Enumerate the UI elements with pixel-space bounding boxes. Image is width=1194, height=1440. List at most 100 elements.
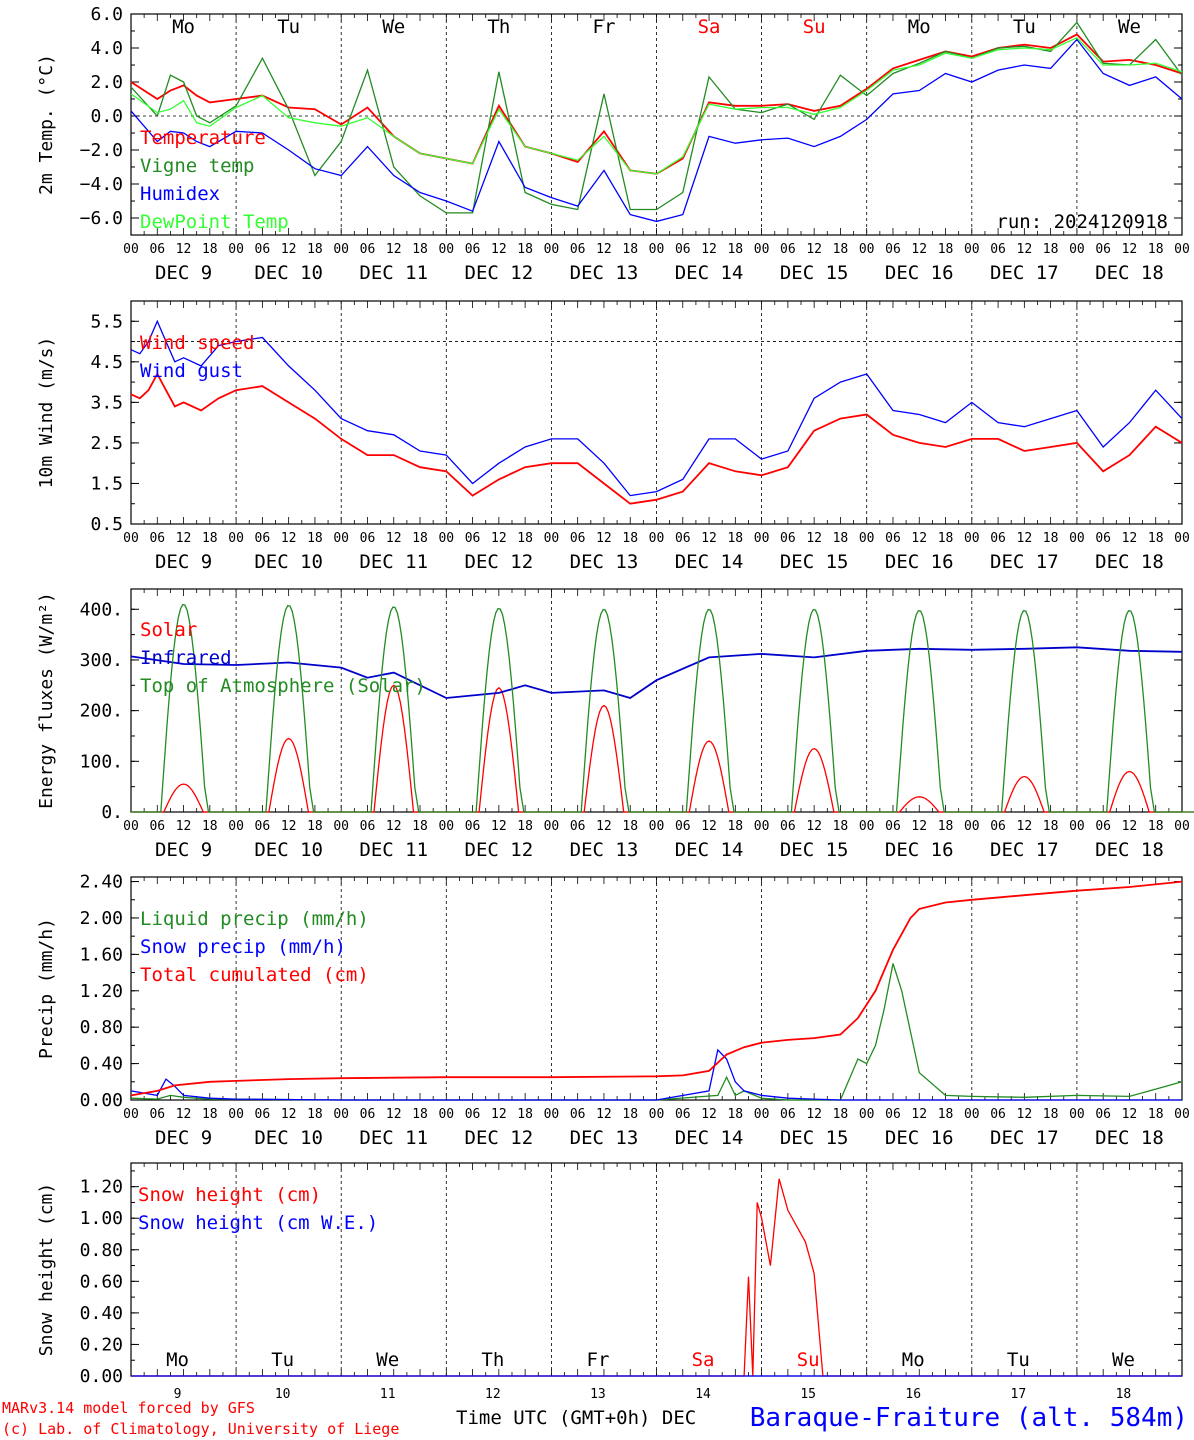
hour-label: 00: [228, 242, 244, 257]
hour-label: 06: [255, 531, 271, 546]
hour-label: 12: [911, 1107, 927, 1122]
hour-label: 00: [754, 819, 770, 834]
y-tick-label: 1.00: [80, 1208, 123, 1229]
date-label: DEC 14: [675, 1127, 744, 1149]
date-label: DEC 9: [155, 1127, 212, 1149]
series-line-total-cumulated-cm-: [130, 880, 1183, 1097]
hour-label: 12: [491, 531, 507, 546]
hour-label: 06: [780, 531, 796, 546]
day-number: 16: [905, 1387, 921, 1402]
hour-label: 06: [780, 1107, 796, 1122]
hour-label: 18: [1043, 1107, 1059, 1122]
hour-label: 06: [360, 531, 376, 546]
hour-label: 12: [281, 819, 297, 834]
y-tick-label: −2.0: [80, 140, 123, 161]
y-tick-label: 0.0: [90, 106, 123, 127]
hour-label: 18: [202, 242, 218, 257]
y-tick-label: 0.40: [80, 1303, 123, 1324]
date-label: DEC 12: [465, 551, 534, 573]
hour-label: 06: [675, 242, 691, 257]
date-label: DEC 13: [570, 1127, 639, 1149]
date-label: DEC 11: [359, 551, 428, 573]
date-label: DEC 10: [254, 551, 323, 573]
date-label: DEC 13: [570, 262, 639, 284]
hour-label: 06: [255, 242, 271, 257]
panel-1: 6.0 4.0 2.0 0.0 −2.0 −4.0 −6.0 2m Temp. (°C) 00 0…: [36, 4, 1190, 284]
day-number: 17: [1011, 1387, 1027, 1402]
hour-label: 18: [622, 1107, 638, 1122]
day-name-top: We: [1118, 16, 1141, 38]
hour-label: 18: [938, 819, 954, 834]
hour-label: 00: [1174, 242, 1190, 257]
hour-label: 06: [570, 819, 586, 834]
hour-label: 00: [438, 819, 454, 834]
series-line-vigne-temp: [130, 21, 1183, 214]
y-tick-label: 0.20: [80, 1334, 123, 1355]
date-label: DEC 10: [254, 262, 323, 284]
legend-vigne-temp: Vigne temp: [140, 155, 254, 177]
day-name-bottom: We: [1112, 1349, 1135, 1371]
panel-4: 2.40 2.00 1.60 1.20 0.80 0.40 0.00 Precip (mm/h…: [36, 872, 1190, 1149]
hour-label: 12: [386, 531, 402, 546]
y-tick-label: 5.5: [90, 311, 123, 332]
day-name-top: Tu: [277, 16, 300, 38]
day-number: 12: [485, 1387, 501, 1402]
y-tick-label: 1.20: [80, 981, 123, 1002]
day-name-bottom: Sa: [692, 1349, 715, 1371]
date-label: DEC 16: [885, 1127, 954, 1149]
y-axis-label: Precip (mm/h): [36, 918, 57, 1059]
hour-label: 06: [1095, 1107, 1111, 1122]
day-name-bottom: Fr: [587, 1349, 610, 1371]
hour-label: 06: [360, 819, 376, 834]
hour-label: 00: [333, 531, 349, 546]
credit-line-1: MARv3.14 model forced by GFS: [2, 1399, 255, 1417]
hour-label: 12: [176, 819, 192, 834]
series-line-humidex: [130, 38, 1183, 223]
hour-label: 00: [123, 242, 139, 257]
hour-label: 06: [360, 1107, 376, 1122]
y-tick-label: 100.: [80, 751, 123, 772]
date-label: DEC 18: [1095, 551, 1164, 573]
hour-label: 00: [228, 819, 244, 834]
hour-label: 06: [780, 242, 796, 257]
y-axis-label: Energy fluxes (W/m²): [36, 592, 57, 809]
hour-label: 06: [255, 819, 271, 834]
hour-label: 12: [281, 242, 297, 257]
y-tick-label: −6.0: [80, 208, 123, 229]
hour-label: 06: [885, 819, 901, 834]
day-name-bottom: We: [376, 1349, 399, 1371]
hour-label: 12: [701, 531, 717, 546]
hour-label: 12: [806, 1107, 822, 1122]
day-name-bottom: Tu: [271, 1349, 294, 1371]
hour-label: 00: [1174, 819, 1190, 834]
panel-frame: [130, 300, 1183, 525]
hour-label: 18: [622, 242, 638, 257]
hour-label: 06: [255, 1107, 271, 1122]
hour-label: 00: [228, 531, 244, 546]
day-name-top: We: [382, 16, 405, 38]
hour-label: 18: [1043, 531, 1059, 546]
hour-label: 18: [833, 819, 849, 834]
series-line-wind-speed: [130, 372, 1183, 505]
date-label: DEC 18: [1095, 1127, 1164, 1149]
hour-label: 18: [307, 242, 323, 257]
y-tick-label: 2.5: [90, 433, 123, 454]
date-label: DEC 10: [254, 1127, 323, 1149]
hour-label: 12: [806, 531, 822, 546]
hour-label: 00: [859, 819, 875, 834]
series-line-snow-precip-mm-h-: [130, 1048, 1182, 1101]
hour-label: 06: [990, 819, 1006, 834]
hour-label: 00: [1069, 531, 1085, 546]
y-axis-label: 10m Wind (m/s): [36, 337, 57, 489]
y-tick-label: 200.: [80, 701, 123, 722]
date-label: DEC 11: [359, 1127, 428, 1149]
hour-label: 06: [885, 1107, 901, 1122]
hour-label: 12: [1017, 819, 1033, 834]
hour-label: 18: [307, 531, 323, 546]
date-label: DEC 12: [465, 1127, 534, 1149]
day-name-top: Mo: [172, 16, 195, 38]
date-label: DEC 12: [465, 262, 534, 284]
hour-label: 18: [517, 242, 533, 257]
station-title: Baraque-Fraiture (alt. 584m): [750, 1403, 1188, 1433]
